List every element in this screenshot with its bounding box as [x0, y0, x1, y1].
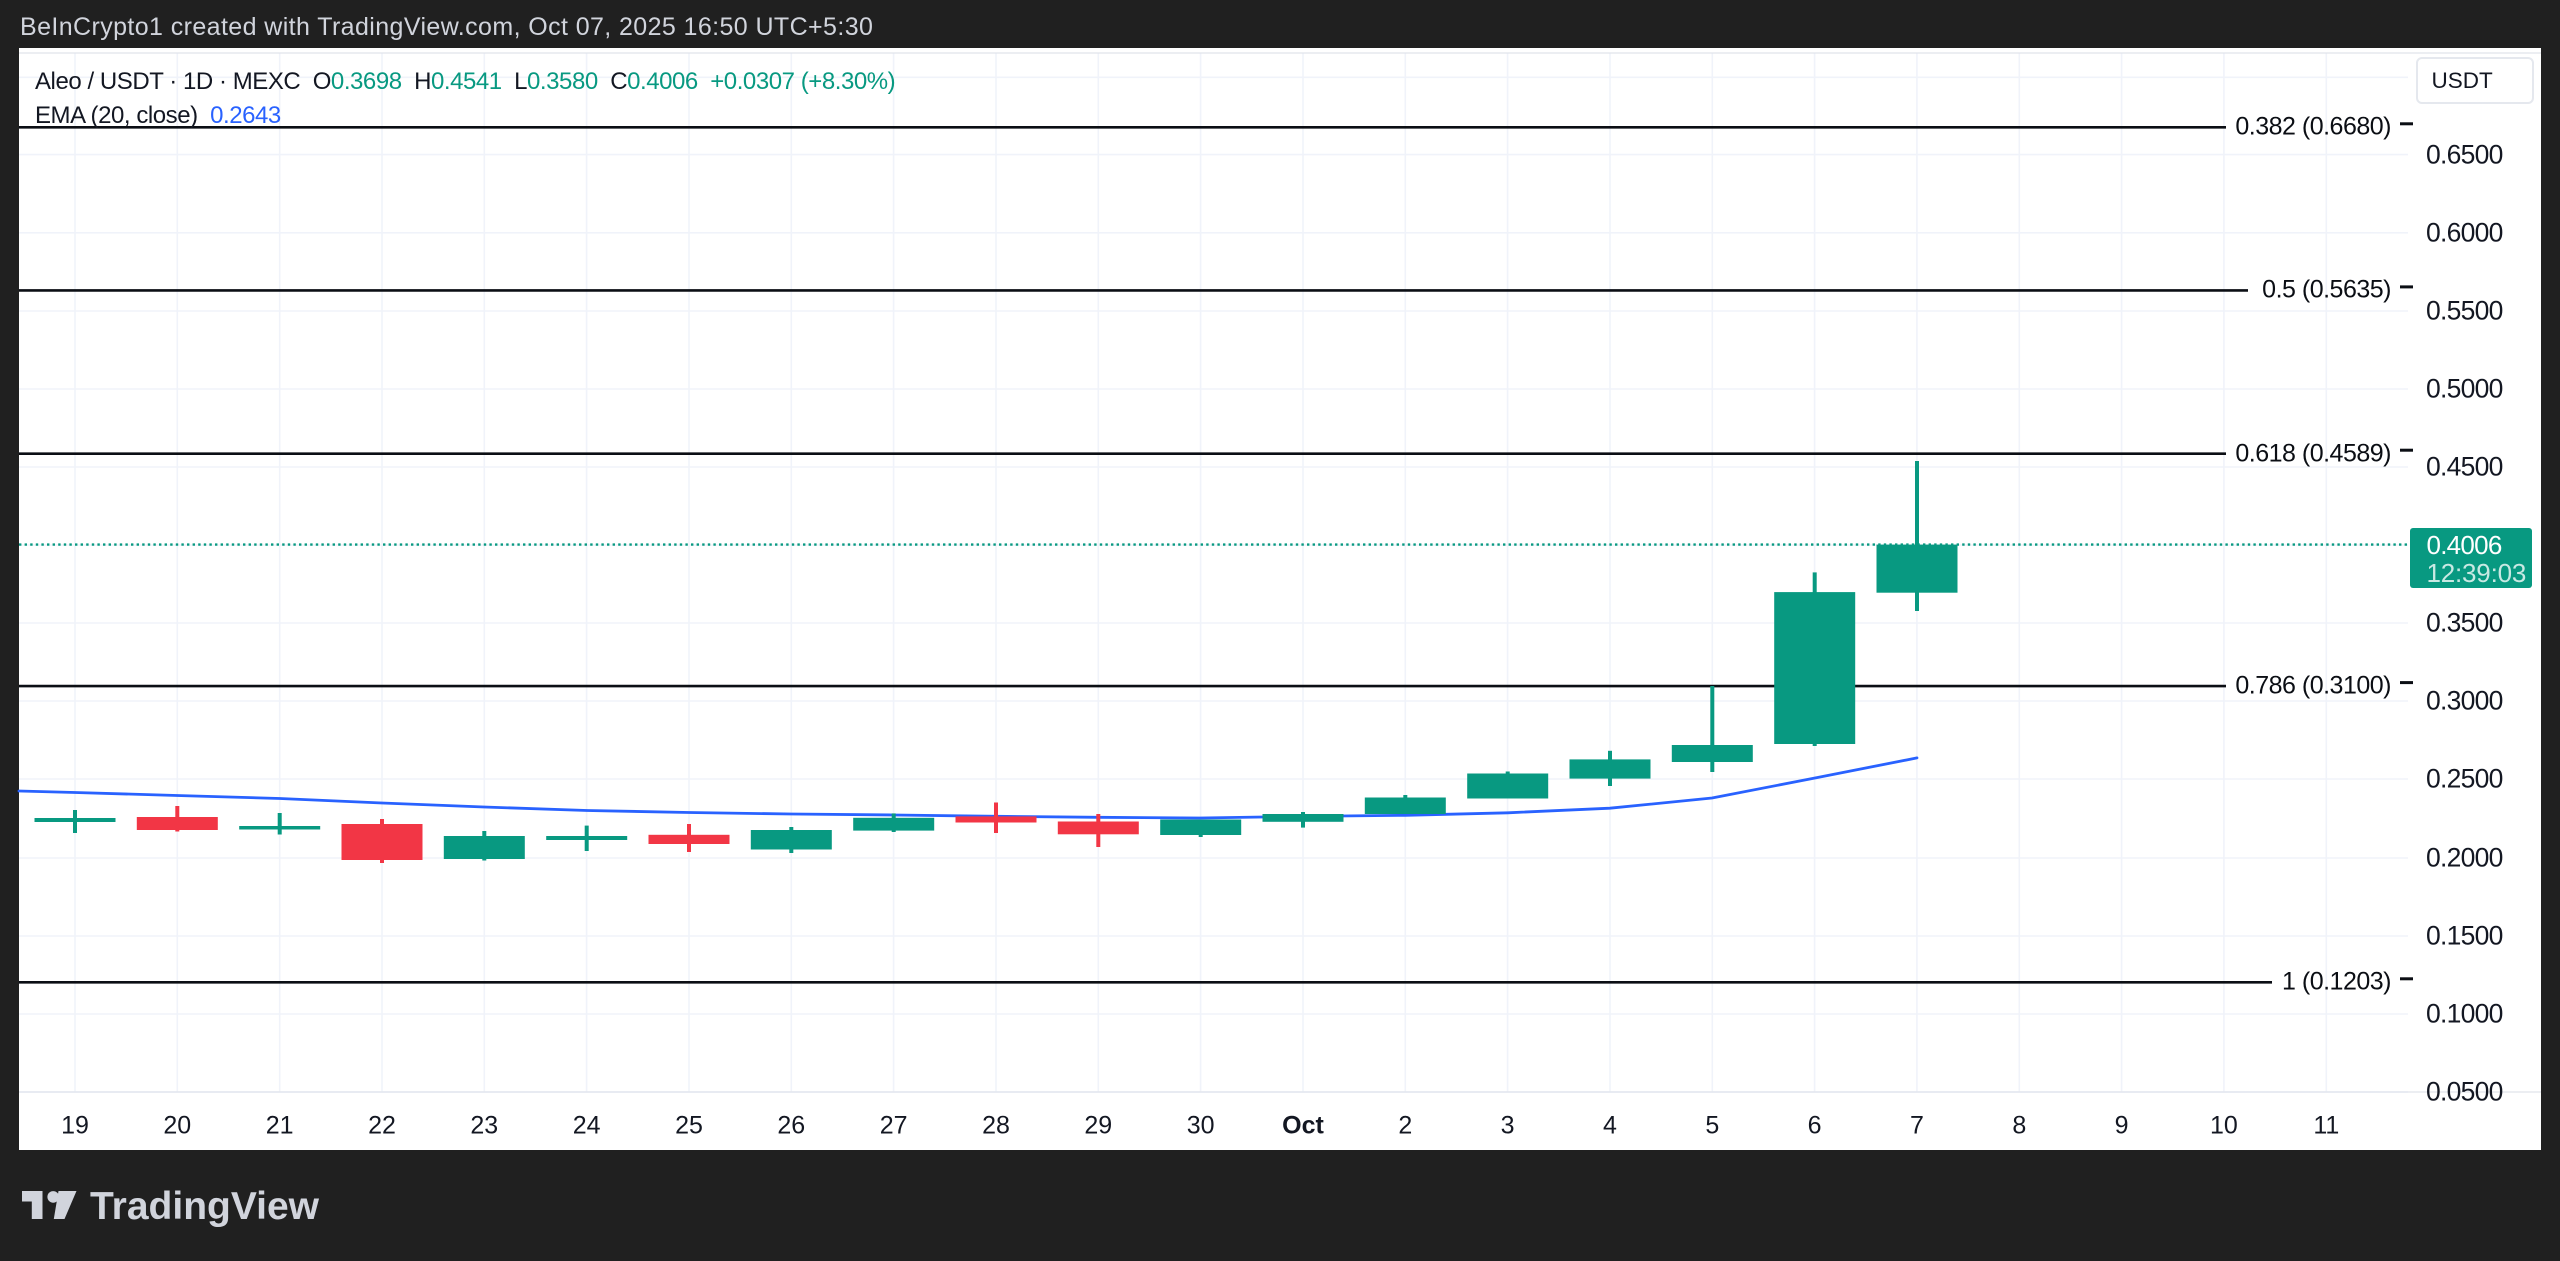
svg-text:TradingView: TradingView	[90, 1188, 320, 1228]
